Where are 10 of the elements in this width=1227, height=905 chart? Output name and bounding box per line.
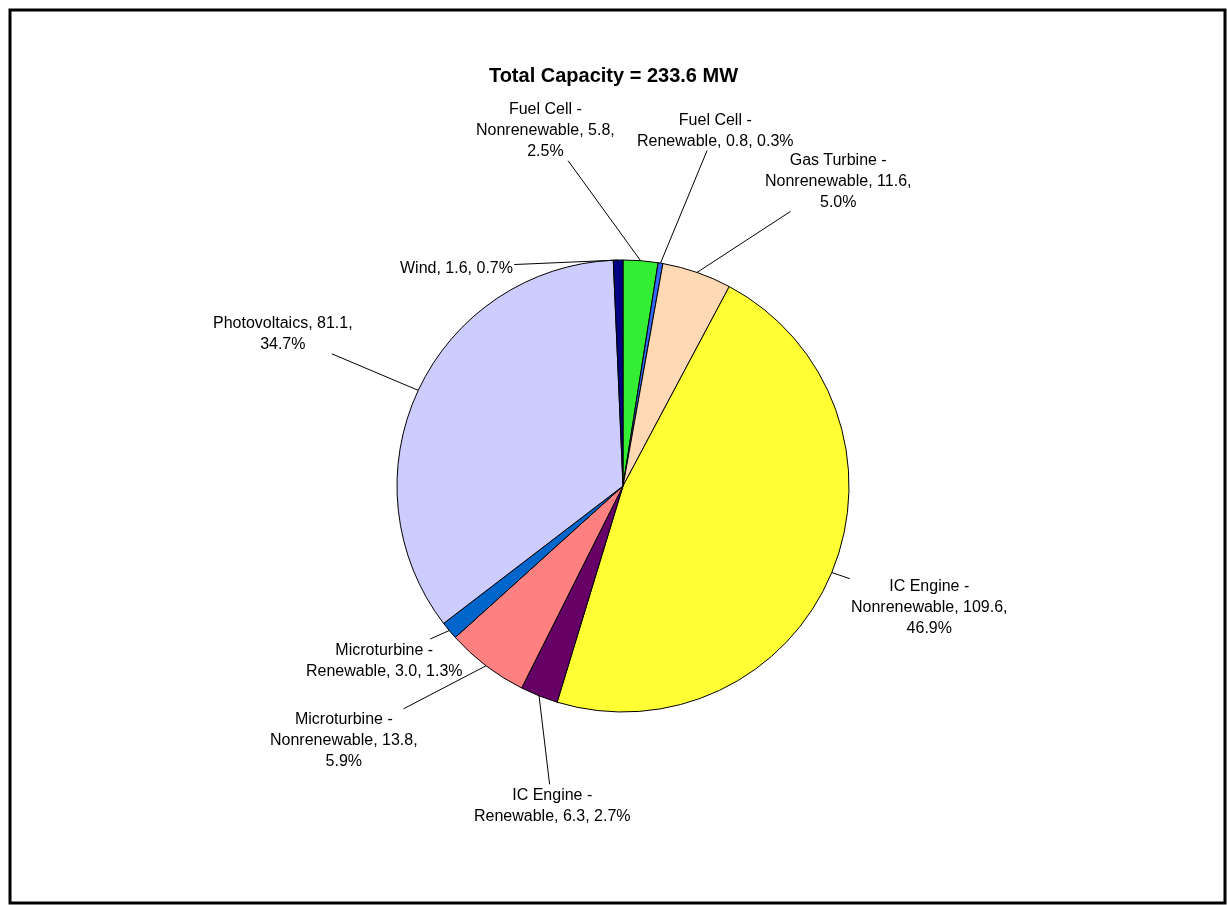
slice-label: Fuel Cell - Nonrenewable, 5.8, 2.5% [476, 100, 615, 159]
slice-label: Gas Turbine - Nonrenewable, 11.6, 5.0% [765, 151, 912, 210]
slice-label: Microturbine - Nonrenewable, 13.8, 5.9% [270, 710, 418, 769]
chart-title: Total Capacity = 233.6 MW [488, 64, 739, 86]
slice-label: IC Engine - Renewable, 6.3, 2.7% [474, 786, 631, 824]
slice-label: IC Engine - Nonrenewable, 109.6, 46.9% [851, 577, 1008, 636]
slice-label: Wind, 1.6, 0.7% [400, 259, 513, 276]
slice-label: Microturbine - Renewable, 3.0, 1.3% [306, 641, 463, 679]
slice-label: Fuel Cell - Renewable, 0.8, 0.3% [637, 111, 794, 149]
slice-label: Photovoltaics, 81.1, 34.7% [213, 314, 353, 352]
